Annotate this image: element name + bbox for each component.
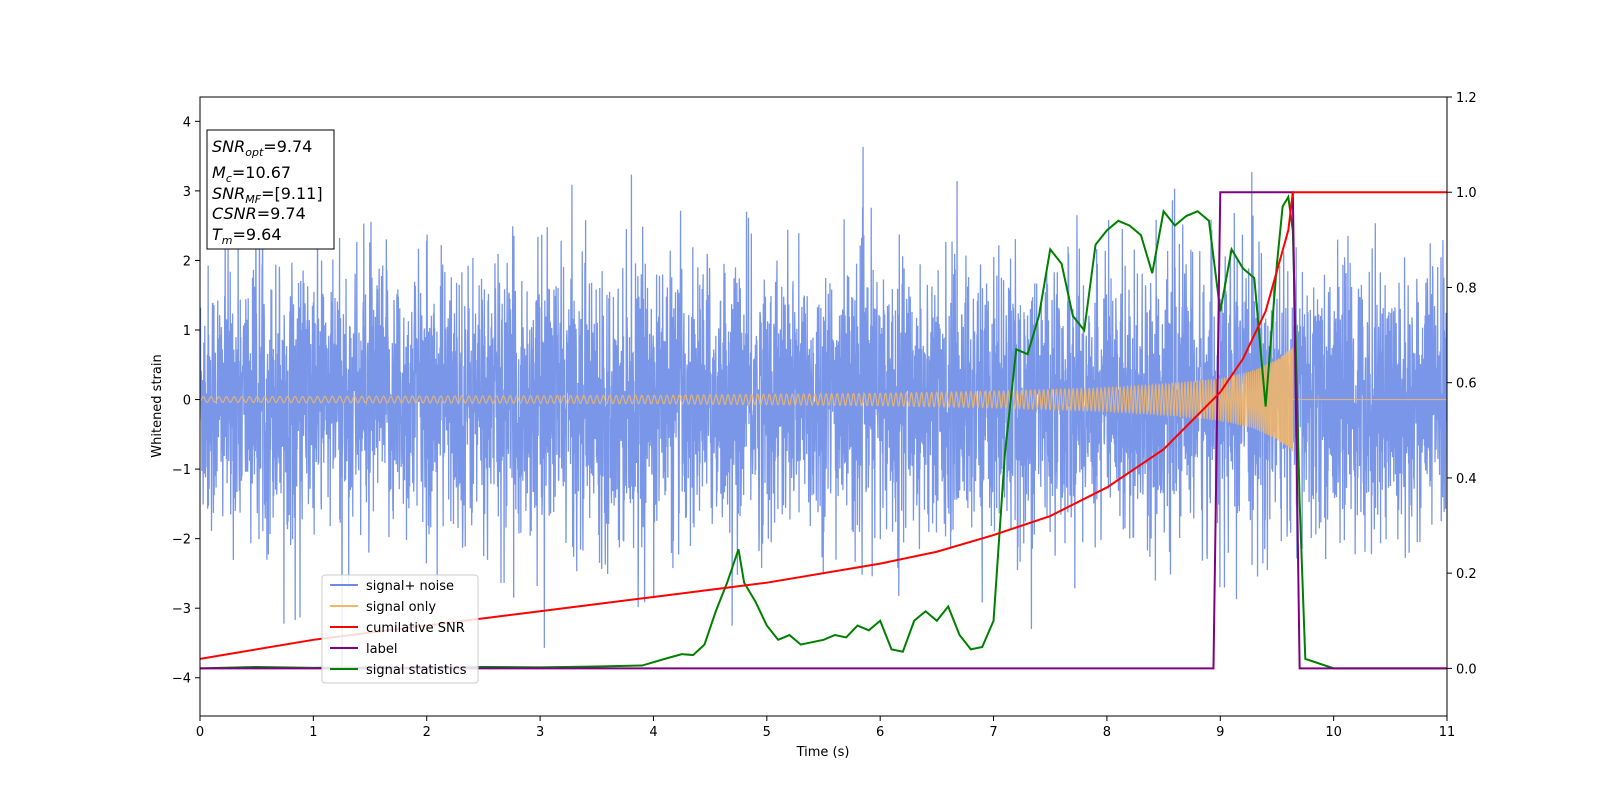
legend-item-signal-statistics: signal statistics — [330, 663, 467, 678]
series-label — [200, 191, 1447, 670]
x-axis-title: Time (s) — [796, 745, 850, 760]
y-tick-label: −1 — [172, 463, 191, 478]
x-tick-label: 4 — [649, 725, 657, 740]
plot-frame — [199, 96, 1448, 717]
annotation-box: SNRopt=9.74 Mc=10.67 SNRMF=[9.11] CSNR=9… — [206, 129, 335, 250]
annotation-tm: Tm=9.64 — [212, 225, 282, 247]
x-tick-label: 8 — [1103, 725, 1111, 740]
y-tick-label: 1 — [183, 324, 191, 339]
legend-item-cumilative-snr: cumilative SNR — [330, 621, 465, 636]
legend-item-signal-only: signal only — [330, 600, 436, 615]
svg-text:signal statistics: signal statistics — [366, 663, 467, 678]
annotation-csnr: CSNR=9.74 — [212, 204, 306, 223]
svg-text:cumilative SNR: cumilative SNR — [366, 621, 465, 636]
y2-tick-label: 1.0 — [1456, 186, 1477, 201]
x-tick-label: 10 — [1325, 725, 1342, 740]
series-signal-statistics — [200, 194, 1447, 670]
annotation-mc: Mc=10.67 — [212, 163, 291, 185]
x-tick-label: 6 — [876, 725, 884, 740]
annotation-snr-mf: SNRMF=[9.11] — [212, 184, 323, 206]
y2-tick-label: 0.6 — [1456, 377, 1477, 392]
y-tick-label: 3 — [183, 185, 191, 200]
y-tick-label: 4 — [183, 115, 191, 130]
y2-tick-label: 0.0 — [1456, 662, 1477, 677]
annotation-snr-opt: SNRopt=9.74 — [212, 137, 312, 159]
svg-text:signal+ noise: signal+ noise — [366, 579, 454, 594]
x-tick-label: 2 — [423, 725, 431, 740]
legend-item-label: label — [330, 642, 397, 657]
series-cumilative-snr — [200, 191, 1447, 660]
x-tick-label: 0 — [196, 725, 204, 740]
y2-tick-label: 1.2 — [1456, 91, 1477, 106]
y2-tick-label: 0.2 — [1456, 567, 1477, 582]
legend: signal+ noise signal only cumilative SNR… — [321, 574, 479, 684]
series-signal-noise — [200, 146, 1447, 670]
y-tick-label: −2 — [172, 533, 191, 548]
series-layer — [200, 146, 1447, 670]
axes-layer: 0 1 2 3 4 5 6 7 8 9 10 1143210−1−2−3−41.21.00.80.60… — [172, 91, 1477, 740]
x-tick-label: 11 — [1439, 725, 1456, 740]
x-tick-label: 9 — [1216, 725, 1224, 740]
y-tick-label: 0 — [183, 394, 191, 409]
x-tick-label: 7 — [989, 725, 997, 740]
x-tick-label: 1 — [309, 725, 317, 740]
y-tick-label: −3 — [172, 602, 191, 617]
y-axis-title: Whitened strain — [150, 354, 165, 457]
x-tick-label: 3 — [536, 725, 544, 740]
svg-text:label: label — [366, 642, 397, 657]
svg-text:signal only: signal only — [366, 600, 436, 615]
y2-tick-label: 0.8 — [1456, 281, 1477, 296]
legend-item-signal-noise: signal+ noise — [330, 579, 454, 594]
y-tick-label: 2 — [183, 254, 191, 269]
series-signal-only — [200, 347, 1447, 452]
x-tick-label: 5 — [763, 725, 771, 740]
y-tick-label: −4 — [172, 672, 191, 687]
y2-tick-label: 0.4 — [1456, 472, 1477, 487]
